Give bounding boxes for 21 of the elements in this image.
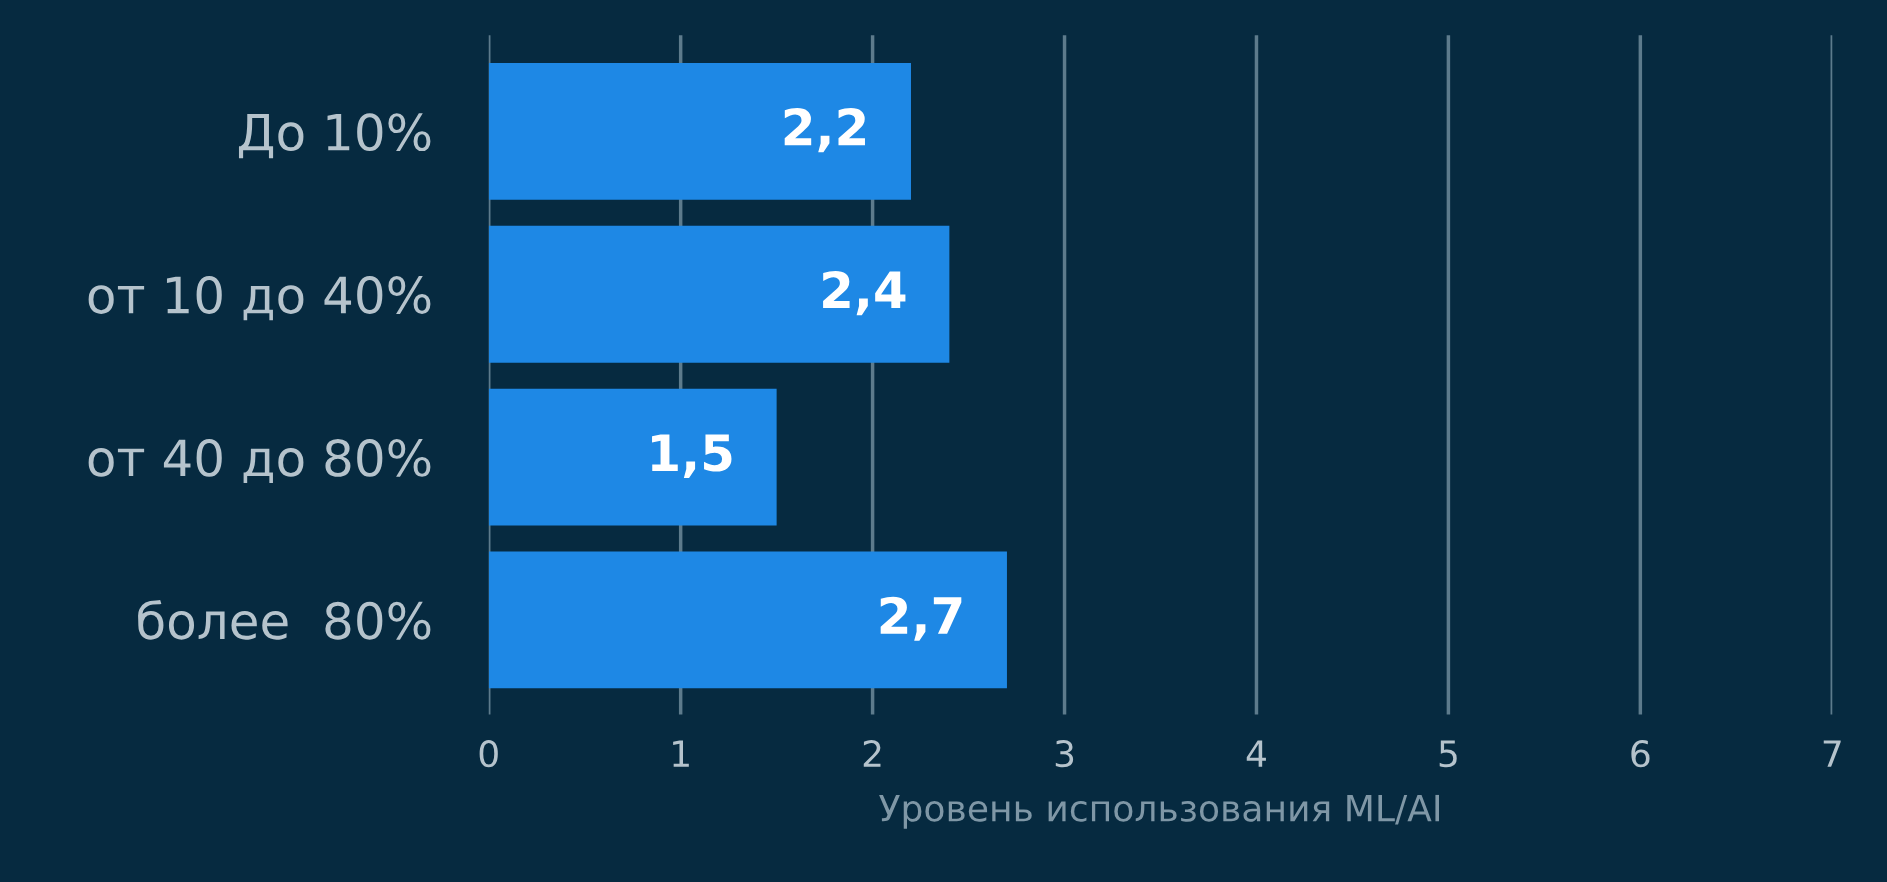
- y-tick-label: от 40 до 80%: [88, 438, 431, 483]
- data-label: 2,4: [823, 270, 906, 316]
- x-tick-label: 1: [673, 740, 689, 767]
- data-label: 2,7: [880, 596, 962, 641]
- data-label: 1,5: [652, 434, 732, 478]
- x-axis-title: Уровень использования ML/AI: [879, 794, 1439, 829]
- x-tick-label: 2: [863, 740, 881, 767]
- x-tick-label: 0: [479, 740, 498, 768]
- bar: [488, 62, 911, 200]
- y-tick-label: До 10%: [238, 113, 431, 159]
- x-tick-label: 6: [1631, 740, 1650, 768]
- bar: [488, 225, 950, 363]
- x-tick-label: 3: [1055, 740, 1074, 768]
- bar: [488, 388, 777, 526]
- data-label: 2,2: [784, 108, 865, 153]
- y-tick-label: от 10 до 40%: [88, 276, 431, 321]
- x-tick-label: 4: [1246, 740, 1266, 767]
- bar: [488, 551, 1007, 689]
- x-tick-label: 7: [1823, 740, 1841, 767]
- x-tick-label: 5: [1439, 740, 1457, 768]
- y-tick-label: более 80%: [138, 600, 431, 640]
